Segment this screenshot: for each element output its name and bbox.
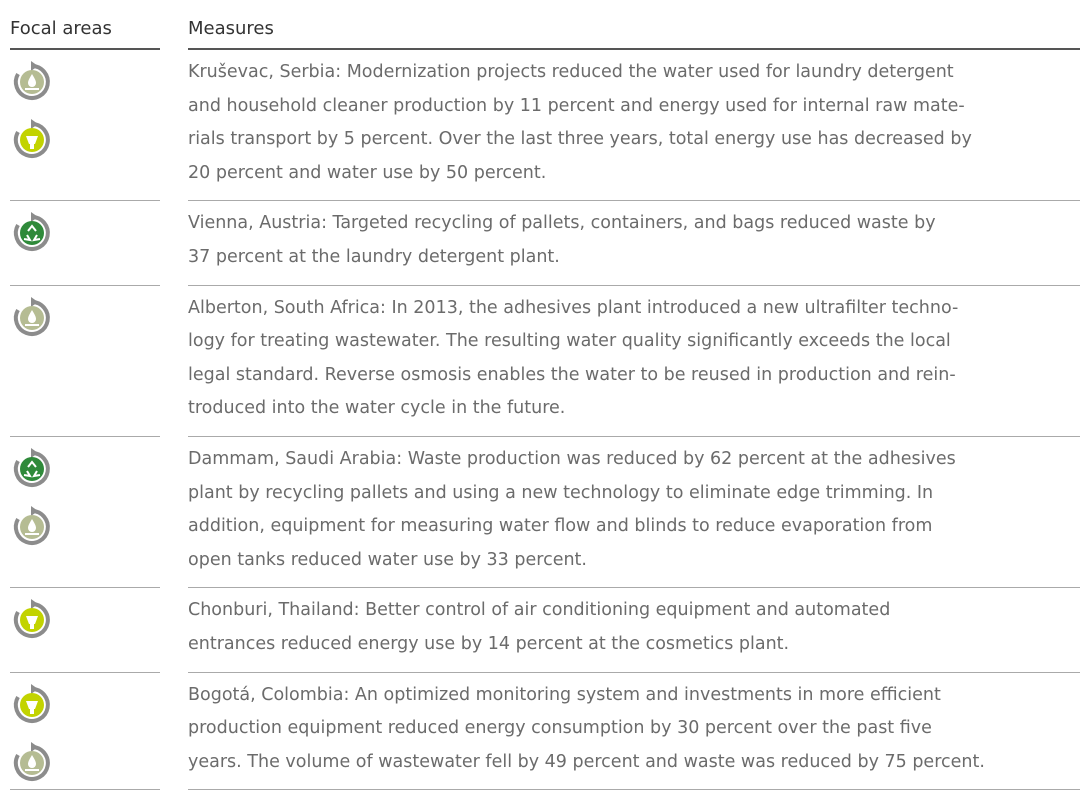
measure-line: Vienna, Austria: Targeted recycling of p… [188, 213, 936, 234]
rule [188, 435, 1080, 437]
measure-cell: Dammam, Saudi Arabia: Waste production w… [188, 437, 1080, 587]
measure-line: addition, equipment for measuring water … [188, 516, 933, 537]
page: Focal areas Measures Kruševac, Serbia: M… [10, 17, 1080, 790]
focal-cell [10, 201, 160, 284]
measure-line: Dammam, Saudi Arabia: Waste production w… [188, 448, 956, 469]
measure-line: plant by recycling pallets and using a n… [188, 482, 934, 503]
water-icon [10, 60, 54, 104]
rule [10, 284, 160, 286]
measure-cell: Vienna, Austria: Targeted recycling of p… [188, 201, 1080, 284]
measure-line: Kruševac, Serbia: Modernization projects… [188, 62, 954, 82]
table-row: Bogotá, Colombia: An optimized monitorin… [10, 673, 1080, 790]
waste-icon [10, 447, 54, 491]
row-rule [10, 587, 1080, 589]
header-cell: Focal areas [10, 17, 112, 39]
table-row: Chonburi, Thailand: Better control of ai… [10, 588, 1080, 671]
table: Focal areas Measures Kruševac, Serbia: M… [10, 8, 1080, 790]
measure-line: 37 percent at the laundry detergent plan… [188, 246, 560, 267]
row-rule [10, 435, 1080, 437]
row-rule [10, 671, 1080, 673]
spacer [160, 50, 188, 200]
rule [188, 200, 1080, 202]
measure-line: Chonburi, Thailand: Better control of ai… [188, 600, 891, 621]
measure-line: years. The volume of wastewater fell by … [188, 751, 985, 772]
measure-line: and household cleaner production by 11 p… [188, 95, 965, 116]
spacer [160, 437, 188, 587]
spacer [160, 588, 188, 671]
measure-line: Alberton, South Africa: In 2013, the adh… [188, 297, 959, 318]
waste-icon [10, 211, 54, 255]
table-row: Alberton, South Africa: In 2013, the adh… [10, 286, 1080, 436]
table-row: Vienna, Austria: Targeted recycling of p… [10, 201, 1080, 284]
header-row: Focal areas Measures [10, 8, 1080, 48]
rule [10, 435, 160, 437]
water-icon [10, 505, 54, 549]
measure-line: entrances reduced energy use by 14 perce… [188, 633, 790, 654]
measure-line: Bogotá, Colombia: An optimized monitorin… [188, 684, 941, 705]
spacer [160, 286, 188, 436]
rule [188, 587, 1080, 589]
measure-line: legal standard. Reverse osmosis enables … [188, 364, 956, 385]
spacer [160, 201, 188, 284]
measure-line: rials transport by 5 percent. Over the l… [188, 129, 972, 150]
table-body: Kruševac, Serbia: Modernization projects… [10, 50, 1080, 790]
rule [10, 587, 160, 589]
energy-icon [10, 598, 54, 642]
rule [10, 671, 160, 673]
focal-cell [10, 50, 160, 200]
energy-icon [10, 118, 54, 162]
measure-line: production equipment reduced energy cons… [188, 718, 932, 739]
focal-cell [10, 673, 160, 790]
spacer [160, 673, 188, 790]
header-rule [10, 48, 1080, 50]
rule [10, 200, 160, 202]
measure-line: logy for treating wastewater. The result… [188, 331, 951, 352]
measure-cell: Chonburi, Thailand: Better control of ai… [188, 588, 1080, 671]
measure-cell: Bogotá, Colombia: An optimized monitorin… [188, 673, 1080, 790]
rule [188, 671, 1080, 673]
focal-cell [10, 588, 160, 671]
row-rule [10, 284, 1080, 286]
water-icon [10, 741, 54, 785]
measure-line: 20 percent and water use by 50 percent. [188, 162, 547, 183]
measure-cell: Kruševac, Serbia: Modernization projects… [188, 50, 1080, 200]
focal-cell [10, 437, 160, 587]
measure-line: open tanks reduced water use by 33 perce… [188, 549, 587, 570]
measure-cell: Alberton, South Africa: In 2013, the adh… [188, 286, 1080, 436]
rule [188, 284, 1080, 286]
row-rule [10, 200, 1080, 202]
table-row: Dammam, Saudi Arabia: Waste production w… [10, 437, 1080, 587]
header-cell: Measures [188, 17, 274, 39]
table-row: Kruševac, Serbia: Modernization projects… [10, 50, 1080, 200]
energy-icon [10, 683, 54, 727]
focal-cell [10, 286, 160, 436]
measure-line: troduced into the water cycle in the fut… [188, 398, 566, 419]
water-icon [10, 296, 54, 340]
